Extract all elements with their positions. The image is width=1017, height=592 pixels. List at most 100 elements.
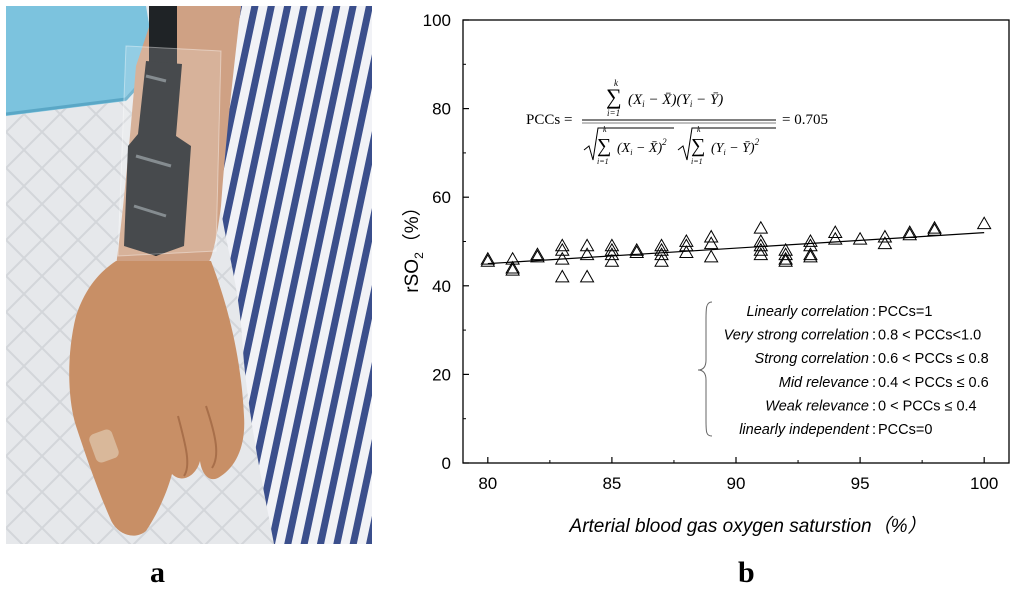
legend-row-key: Linearly correlation [746,304,869,320]
formula-sum-lower: i=1 [607,108,620,118]
data-point [554,251,570,265]
y-tick-label: 40 [432,277,451,296]
legend-row-colon: : [872,351,876,367]
legend-row-value: 0.4 < PCCs ≤ 0.6 [878,375,989,391]
svg-text:(Xi − X̄)2: (Xi − X̄)2 [617,137,667,157]
y-tick-label: 80 [432,100,451,119]
x-tick-label: 95 [851,474,870,493]
data-point [480,253,496,267]
formula-sigma: ∑ [606,84,622,109]
data-point [803,233,818,247]
data-point [778,247,793,261]
x-tick-label: 80 [478,474,497,493]
thumb-bandage [89,429,119,463]
y-tick-label: 60 [432,188,451,207]
data-point [654,253,669,267]
transparent-film [117,45,222,257]
data-point [604,242,620,256]
data-point [604,247,620,261]
data-point [629,245,645,258]
data-point [753,242,769,256]
data-point [554,242,570,256]
legend-row-value: PCCs=0 [878,422,932,438]
regression-line-group [487,232,985,265]
data-point [604,253,620,267]
x-tick-label: 85 [602,474,621,493]
legend-row-key: Weak relevance [765,398,869,414]
legend-row-value: 0 < PCCs ≤ 0.4 [878,398,977,414]
formula-lhs: PCCs = [526,112,572,128]
plot-axes: 0 20 40 60 80 100 80 85 90 95 100 [423,11,1010,493]
data-point [753,238,769,252]
data-point [877,229,893,243]
data-point [530,247,545,261]
legend-row-key: Mid relevance [779,375,869,391]
data-point [753,233,769,247]
data-point [852,231,868,245]
sensor-highlights [133,74,172,218]
legend-brace [697,301,713,437]
legend-row-colon: : [872,375,876,391]
regression-line [487,232,985,265]
data-point [877,236,893,250]
data-point [703,249,719,263]
data-point [480,251,496,265]
legend-row-value: PCCs=1 [878,304,932,320]
plot-frame [462,19,1010,464]
formula-numerator: (Xi − X̄)(Yi − Ȳ) [628,92,723,109]
y-tick-label: 100 [423,11,451,30]
data-point [679,238,694,252]
x-axis-label: Arterial blood gas oxygen saturstion（%） [569,515,927,537]
legend-row-colon: : [872,422,876,438]
forearm-sensor-photo [6,6,372,544]
blue-drape [6,6,156,116]
striped-gown [218,6,372,544]
data-point [505,260,520,274]
legend-row-value: 0.8 < PCCs<1.0 [878,328,981,344]
data-point [505,262,520,276]
svg-text:∑: ∑ [597,135,611,157]
finger-creases [177,405,218,477]
legend-row-key: Strong correlation [755,351,869,367]
x-tick-label: 90 [727,474,746,493]
svg-text:i=1: i=1 [597,157,609,166]
data-point [703,229,719,243]
data-point [927,220,942,234]
data-points [480,216,992,283]
data-point [579,269,595,283]
formula-sqrt-2 [677,127,776,161]
data-point [803,247,818,261]
legend-row-key: Very strong correlation [724,328,869,344]
panel-label-b: b [738,556,755,589]
data-point [902,227,918,241]
sensor-cable [149,6,177,66]
legend-row-value: 0.6 < PCCs ≤ 0.8 [878,351,989,367]
svg-text:k: k [603,125,607,134]
data-point [803,249,818,263]
legend-row-colon: : [872,304,876,320]
data-point [554,238,570,252]
data-point [778,251,793,265]
formula-result: = 0.705 [782,112,828,128]
y-tick-label: 20 [432,365,451,384]
x-tick-label: 100 [970,474,998,493]
data-point [530,249,545,263]
formula-sum-upper: k [614,78,619,88]
data-point [679,233,694,247]
data-point [703,236,719,250]
svg-text:i=1: i=1 [691,157,703,166]
svg-text:∑: ∑ [691,135,705,157]
rso2-scatter-chart: 0 20 40 60 80 100 80 85 90 95 100 PCCs = k ∑ i=1 (… [401,11,1010,537]
data-point [753,220,769,234]
data-point [554,269,570,283]
data-point [679,245,694,258]
y-tick-label: 0 [442,454,451,473]
legend-row-key: linearly independent [739,422,870,438]
data-point [654,247,669,261]
panel-label-a: a [150,556,165,589]
legend-row-colon: : [872,328,876,344]
hand [69,261,245,536]
data-point [827,225,843,239]
data-point [976,216,992,230]
svg-text:(Yi − Ȳ)2: (Yi − Ȳ)2 [711,137,760,157]
